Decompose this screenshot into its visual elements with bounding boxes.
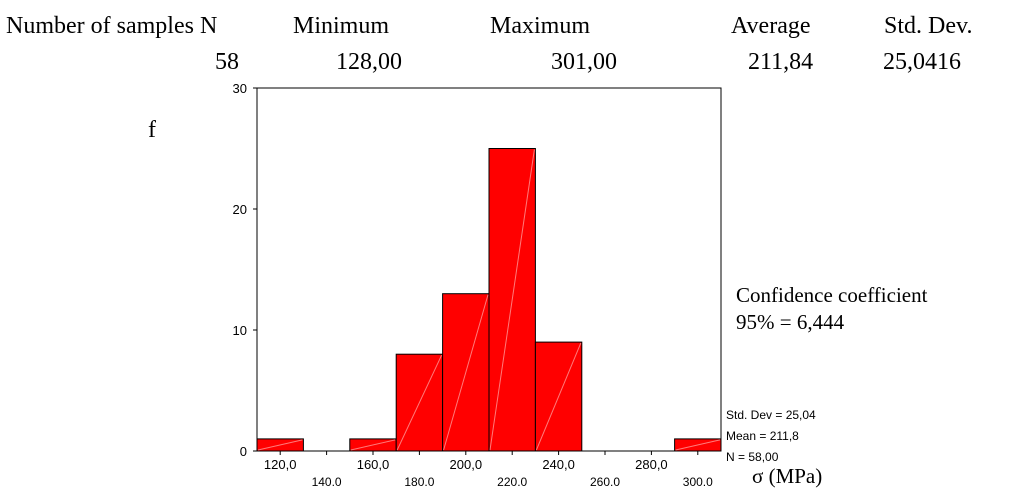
x-tick-label-top: 280,0 <box>635 457 668 472</box>
x-tick-label-bottom: 140.0 <box>312 475 342 489</box>
value-maximum: 301,00 <box>551 49 617 75</box>
bar-diagonal-line <box>257 439 303 451</box>
value-minimum: 128,00 <box>336 49 402 75</box>
y-tick-label: 20 <box>233 202 247 217</box>
x-tick-label-bottom: 260.0 <box>590 475 620 489</box>
header-stddev-label: Std. Dev. <box>884 13 973 39</box>
header-minimum-label: Minimum <box>293 13 390 39</box>
y-tick-label: 10 <box>233 323 247 338</box>
x-tick-label-bottom: 220.0 <box>497 475 527 489</box>
confidence-line-1: Confidence coefficient <box>736 283 928 307</box>
x-tick-label-bottom: 180.0 <box>404 475 434 489</box>
header-maximum-label: Maximum <box>490 13 590 39</box>
x-tick-label-top: 120,0 <box>264 457 297 472</box>
header-samples-label: Number of samples N <box>6 13 218 39</box>
header-average-label: Average <box>731 13 811 39</box>
x-axis-label: σ (MPa) <box>752 464 823 488</box>
bar-diagonal-line <box>443 294 489 451</box>
y-tick-label: 30 <box>233 81 247 96</box>
bar-diagonal-line <box>675 439 721 451</box>
x-tick-label-top: 200,0 <box>450 457 483 472</box>
x-tick-label-bottom: 300.0 <box>683 475 713 489</box>
x-tick-label-top: 160,0 <box>357 457 390 472</box>
stats-legend-line: N = 58,00 <box>726 450 779 464</box>
value-samples: 58 <box>215 49 239 75</box>
stats-header: Number of samples N Minimum Maximum Aver… <box>0 0 1010 80</box>
x-tick-label-top: 240,0 <box>542 457 575 472</box>
y-tick-label: 0 <box>240 444 247 459</box>
bar-diagonal-line <box>489 149 535 451</box>
value-stddev: 25,0416 <box>883 49 961 75</box>
bar-diagonal-line <box>535 342 582 451</box>
stats-legend-line: Std. Dev = 25,04 <box>726 408 816 422</box>
y-axis-label: f <box>148 117 156 143</box>
stats-legend-line: Mean = 211,8 <box>726 429 799 443</box>
value-average: 211,84 <box>748 49 814 75</box>
confidence-line-2: 95% = 6,444 <box>736 310 845 334</box>
bar-diagonal-line <box>350 439 396 451</box>
bar-diagonal-line <box>396 354 443 451</box>
